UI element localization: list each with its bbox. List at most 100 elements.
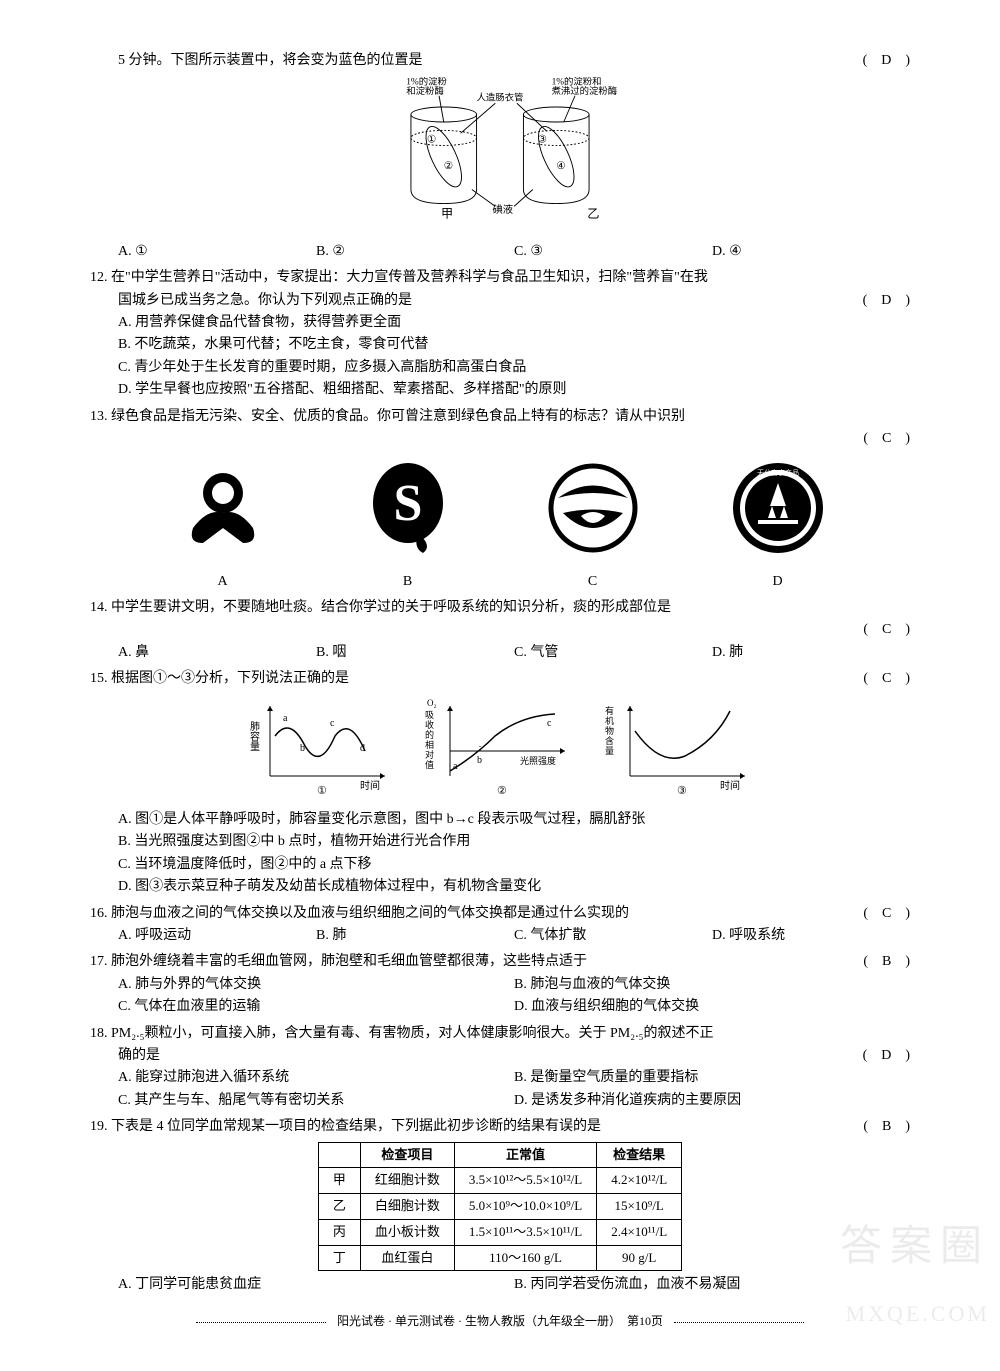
table-row: 丁 血红蛋白 110～160 g/L 90 g/L	[318, 1245, 681, 1271]
table-row: 丙 血小板计数 1.5×10¹¹～3.5×10¹¹/L 2.4×10¹¹/L	[318, 1219, 681, 1245]
logo-c-icon	[543, 458, 643, 558]
q17-opt-b: B. 肺泡与血液的气体交换	[514, 974, 910, 996]
q17-opt-a: A. 肺与外界的气体交换	[118, 974, 514, 996]
svg-text:时间: 时间	[720, 779, 740, 792]
svg-text:机: 机	[605, 715, 614, 726]
logo-c-label: C	[500, 571, 685, 593]
q15-options: A. 图①是人体平静呼吸时，肺容量变化示意图，图中 b→c 段表示吸气过程，膈肌…	[90, 809, 910, 899]
svg-text:d: d	[360, 743, 365, 754]
q11-opt-a: A. ①	[118, 241, 316, 263]
svg-text:b: b	[477, 755, 482, 766]
svg-text:时间: 时间	[360, 779, 380, 792]
logo-b: S B	[315, 458, 500, 593]
q17-opt-c: C. 气体在血液里的运输	[118, 996, 514, 1018]
svg-text:b: b	[300, 743, 305, 754]
question-13: 13. 绿色食品是指无污染、安全、优质的食品。你可曾注意到绿色食品上特有的标志？…	[90, 406, 910, 594]
q12-opt-b: B. 不吃蔬菜，水果可代替；不吃主食，零食可代替	[118, 334, 910, 356]
q16-opt-a: A. 呼吸运动	[118, 925, 316, 947]
q18-stem2: 确的是 ( D )	[90, 1045, 910, 1067]
svg-text:的: 的	[425, 729, 434, 740]
question-14: 14. 中学生要讲文明，不要随地吐痰。结合你学过的关于呼吸系统的知识分析，痰的形…	[90, 597, 910, 664]
svg-text:④: ④	[556, 161, 565, 172]
q15-charts: 肺容量 a b c d 时间 ① O₂ 吸收 的相 对值	[90, 696, 910, 804]
q19-opt-b: B. 丙同学若受伤流血，血液不易凝固	[514, 1274, 910, 1296]
q12-options: A. 用营养保健食品代替食物，获得营养更全面 B. 不吃蔬菜，水果可代替；不吃主…	[90, 312, 910, 402]
q19-answer: ( B )	[863, 1116, 910, 1138]
q16-opt-c: C. 气体扩散	[514, 925, 712, 947]
svg-text:O₂: O₂	[427, 698, 437, 708]
q15-stem: 15. 根据图①～③分析，下列说法正确的是 ( C )	[90, 668, 910, 690]
q11-text: 5 分钟。下图所示装置中，将会变为蓝色的位置是	[118, 53, 423, 68]
question-11: 5 分钟。下图所示装置中，将会变为蓝色的位置是 ( D ) ① ② 甲 ③ ④ …	[90, 50, 910, 263]
q18-text: 18. PM₂.₅颗粒小，可直接入肺，含大量有毒、有害物质，对人体健康影响很大。…	[90, 1026, 714, 1041]
q11-diagram: ① ② 甲 ③ ④ 乙 1%的淀粉 和淀粉酶 人造肠衣管 1%的淀粉和 煮沸过的…	[90, 77, 910, 235]
q14-text: 14. 中学生要讲文明，不要随地吐痰。结合你学过的关于呼吸系统的知识分析，痰的形…	[90, 600, 671, 615]
q13-stem: 13. 绿色食品是指无污染、安全、优质的食品。你可曾注意到绿色食品上特有的标志？…	[90, 406, 910, 428]
question-17: 17. 肺泡外缠绕着丰富的毛细血管网，肺泡壁和毛细血管壁都很薄，这些特点适于 (…	[90, 951, 910, 1018]
th-1: 检查项目	[360, 1142, 454, 1168]
q17-options: A. 肺与外界的气体交换 B. 肺泡与血液的气体交换 C. 气体在血液里的运输 …	[90, 974, 910, 1019]
logo-c: C	[500, 458, 685, 593]
q14-opt-d: D. 肺	[712, 642, 910, 664]
svg-text:①: ①	[317, 785, 327, 796]
q13-answer: ( C )	[863, 428, 910, 450]
q16-opt-b: B. 肺	[316, 925, 514, 947]
svg-text:收: 收	[425, 719, 434, 730]
svg-text:含: 含	[605, 735, 614, 746]
chart-3: 有机 物含 量 时间 ③	[605, 696, 755, 804]
svg-text:甲: 甲	[441, 207, 453, 221]
q18-options: A. 能穿过肺泡进入循环系统 B. 是衡量空气质量的重要指标 C. 其产生与车、…	[90, 1067, 910, 1112]
logo-a-icon	[173, 458, 273, 558]
q18-opt-d: D. 是诱发多种消化道疾病的主要原因	[514, 1090, 910, 1112]
q19-text: 19. 下表是 4 位同学血常规某一项目的检查结果，下列据此初步诊断的结果有误的…	[90, 1119, 601, 1134]
svg-text:③: ③	[677, 785, 687, 796]
q18-opt-c: C. 其产生与车、船尾气等有密切关系	[118, 1090, 514, 1112]
svg-text:吸: 吸	[425, 710, 434, 720]
svg-text:人造肠衣管: 人造肠衣管	[477, 92, 524, 104]
table-row: 甲 红细胞计数 3.5×10¹²～5.5×10¹²/L 4.2×10¹²/L	[318, 1168, 681, 1194]
q17-answer: ( B )	[863, 951, 910, 973]
q15-opt-a: A. 图①是人体平静呼吸时，肺容量变化示意图，图中 b→c 段表示吸气过程，膈肌…	[118, 809, 910, 831]
svg-text:a: a	[283, 713, 288, 724]
chart-1-svg: 肺容量 a b c d 时间 ①	[245, 696, 395, 796]
q16-stem: 16. 肺泡与血液之间的气体交换以及血液与组织细胞之间的气体交换都是通过什么实现…	[90, 903, 910, 925]
page-footer: 阳光试卷 · 单元测试卷 · 生物人教版（九年级全一册） 第10页	[90, 1312, 910, 1331]
q16-answer: ( C )	[863, 903, 910, 925]
logo-a: A	[130, 458, 315, 593]
question-18: 18. PM₂.₅颗粒小，可直接入肺，含大量有毒、有害物质，对人体健康影响很大。…	[90, 1023, 910, 1113]
svg-text:煮沸过的淀粉酶: 煮沸过的淀粉酶	[552, 85, 618, 97]
svg-text:1%的淀粉: 1%的淀粉	[406, 77, 447, 88]
table-row: 乙 白细胞计数 5.0×10⁹～10.0×10⁹/L 15×10⁹/L	[318, 1194, 681, 1220]
q17-opt-d: D. 血液与组织细胞的气体交换	[514, 996, 910, 1018]
svg-text:①: ①	[427, 135, 436, 146]
chart-1: 肺容量 a b c d 时间 ①	[245, 696, 395, 804]
svg-text:无公害农产品: 无公害农产品	[757, 468, 799, 477]
q18-stem: 18. PM₂.₅颗粒小，可直接入肺，含大量有毒、有害物质，对人体健康影响很大。…	[90, 1023, 910, 1045]
q14-options: A. 鼻 B. 咽 C. 气管 D. 肺	[90, 642, 910, 664]
q13-answer-row: ( C )	[90, 428, 910, 450]
question-19: 19. 下表是 4 位同学血常规某一项目的检查结果，下列据此初步诊断的结果有误的…	[90, 1116, 910, 1297]
q14-stem: 14. 中学生要讲文明，不要随地吐痰。结合你学过的关于呼吸系统的知识分析，痰的形…	[90, 597, 910, 619]
question-12: 12. 在"中学生营养日"活动中，专家提出：大力宣传普及营养科学与食品卫生知识，…	[90, 267, 910, 401]
logo-b-label: B	[315, 571, 500, 593]
q15-opt-d: D. 图③表示菜豆种子萌发及幼苗长成植物体过程中，有机物含量变化	[118, 876, 910, 898]
q16-options: A. 呼吸运动 B. 肺 C. 气体扩散 D. 呼吸系统	[90, 925, 910, 947]
svg-text:a: a	[453, 761, 458, 772]
q12-text: 12. 在"中学生营养日"活动中，专家提出：大力宣传普及营养科学与食品卫生知识，…	[90, 270, 708, 285]
svg-text:c: c	[547, 718, 552, 729]
logo-d-icon: 无公害农产品	[728, 458, 828, 558]
q16-opt-d: D. 呼吸系统	[712, 925, 910, 947]
q14-answer-row: ( C )	[90, 619, 910, 641]
table-header-row: 检查项目 正常值 检查结果	[318, 1142, 681, 1168]
q12-stem2: 国城乡已成当务之急。你认为下列观点正确的是 ( D )	[90, 290, 910, 312]
svg-text:有: 有	[605, 705, 614, 716]
svg-text:光照强度: 光照强度	[520, 755, 556, 766]
q18-answer: ( D )	[863, 1045, 910, 1067]
q18-text2: 确的是	[118, 1048, 160, 1063]
svg-text:相: 相	[425, 739, 434, 750]
q14-opt-b: B. 咽	[316, 642, 514, 664]
question-16: 16. 肺泡与血液之间的气体交换以及血液与组织细胞之间的气体交换都是通过什么实现…	[90, 903, 910, 948]
chart-2-svg: O₂ 吸收 的相 对值 a b c 光照强度 ②	[425, 696, 575, 796]
q14-answer: ( C )	[863, 619, 910, 641]
q14-opt-a: A. 鼻	[118, 642, 316, 664]
